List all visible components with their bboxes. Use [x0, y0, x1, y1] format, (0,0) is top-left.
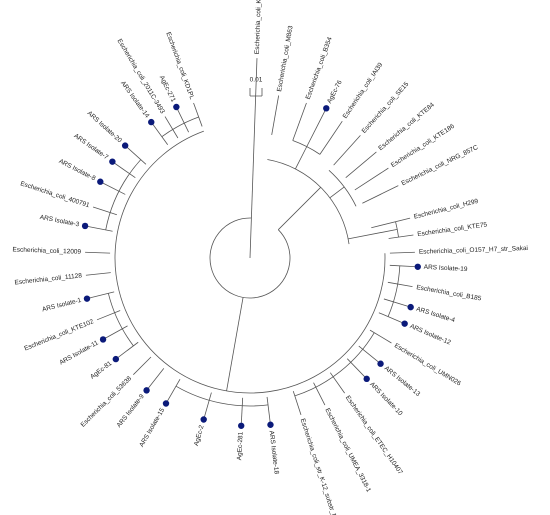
leaf-marker — [83, 295, 91, 302]
leaf-branch — [164, 116, 179, 139]
leaf-label: ARS Isolate-3 — [39, 214, 80, 229]
leaf-branch — [92, 206, 117, 216]
leaf-branch — [346, 358, 365, 377]
leaf-marker — [377, 360, 384, 367]
leaf-branch — [266, 396, 271, 422]
leaf-branch — [378, 312, 403, 323]
leaf-branch — [387, 281, 413, 288]
leaf-label: ARS Isolate-1 — [41, 297, 82, 314]
leaf-branch — [369, 329, 392, 344]
leaf-marker — [148, 118, 155, 126]
leaf-marker — [97, 178, 104, 185]
leaf-marker — [414, 263, 421, 270]
leaf-branch — [313, 382, 326, 406]
leaf-label: ARS Isolate-15 — [138, 407, 166, 449]
leaf-label: ARS Isolate-12 — [409, 323, 452, 347]
leaf-label: Escherichia_coli_KTE33 — [254, 0, 263, 54]
leaf-label: ARS Isolate-18 — [268, 430, 280, 475]
leaf-marker — [407, 303, 414, 311]
leaf-branch — [177, 109, 189, 133]
leaf-label: Escherichia_coli_11128 — [14, 272, 82, 286]
leaf-branch — [85, 251, 111, 254]
leaf-branch — [152, 124, 169, 145]
leaf-branch — [193, 102, 203, 127]
leaf-branch — [271, 95, 280, 135]
leaf-marker — [109, 158, 116, 165]
leaf-branch — [96, 310, 121, 321]
leaf-branch — [133, 356, 152, 375]
leaf-branch — [389, 264, 415, 268]
leaf-branch — [292, 391, 302, 416]
leaf-label: AgEc-2 — [193, 424, 206, 447]
leaf-branch — [371, 217, 411, 229]
leaf-label: ARS Isolate-11 — [58, 339, 100, 366]
leaf-branch — [329, 372, 345, 394]
leaf-label: AgEc-271 — [158, 75, 177, 104]
leaf-marker — [173, 103, 180, 111]
leaf-branch — [87, 226, 113, 232]
leaf-label: Escherichia_coli_400791 — [19, 180, 90, 209]
leaf-branch — [345, 151, 377, 178]
leaf-label: AgEc-76 — [326, 79, 344, 105]
leaf-branch — [306, 110, 326, 147]
leaf-label: Escherichia_coli_12009 — [12, 246, 81, 255]
leaf-marker — [112, 355, 120, 363]
leaf-branch — [102, 182, 126, 195]
leaf-label: Escherichia_coli_O157_H7_str_Sakai — [419, 245, 528, 256]
leaf-marker — [121, 142, 129, 149]
leaf-marker — [401, 320, 408, 327]
leaf-label: ARS Isolate-10 — [368, 381, 404, 418]
leaf-branch — [167, 379, 181, 402]
leaf-branch — [250, 58, 258, 219]
leaf-branch — [114, 163, 136, 179]
leaf-branch — [358, 345, 379, 363]
leaf-branch — [388, 234, 414, 239]
leaf-label: Escherichia_coli_M863 — [276, 25, 295, 92]
leaf-branch — [127, 147, 147, 165]
leaf-marker — [99, 336, 107, 343]
leaf-branch — [362, 185, 399, 204]
leaf-marker — [238, 422, 245, 429]
leaf-branch — [292, 102, 307, 141]
leaf-marker — [81, 222, 89, 230]
leaf-marker — [267, 421, 274, 428]
leaf-label: ARS Isolate-7 — [72, 133, 109, 162]
tree-branches — [105, 116, 401, 407]
leaf-label: ARS Isolate-4 — [415, 306, 456, 325]
leaf-branch — [383, 298, 408, 307]
leaf-marker — [363, 375, 370, 383]
leaf-label: ARS Isolate-20 — [86, 110, 123, 145]
leaf-branch — [319, 120, 343, 155]
leaf-label: ARS Isolate-8 — [58, 158, 97, 183]
leaf-label: ARS Isolate-19 — [424, 264, 468, 273]
leaf-branch — [240, 397, 244, 423]
leaf-branch — [117, 341, 139, 358]
leaf-branch — [85, 272, 111, 276]
leaf-marker — [143, 387, 150, 394]
leaf-label: Escherichia_coli_B185 — [416, 284, 482, 302]
leaf-label: Escherichia_coli_H299 — [413, 198, 479, 221]
leaf-branch — [148, 368, 165, 389]
leaf-label: AgEc-81 — [89, 360, 113, 381]
leaf-marker — [162, 400, 170, 407]
leaf-label: ARS Isolate-9 — [116, 393, 146, 429]
leaf-branch — [89, 291, 115, 299]
leaf-branch — [333, 135, 361, 166]
leaf-label: Escherichia_coli_KTE75 — [417, 221, 488, 238]
leaf-branch — [204, 392, 212, 417]
leaf-branch — [105, 325, 128, 339]
leaf-branch — [354, 167, 389, 191]
leaf-label: Escherichia_coli_B354 — [305, 36, 334, 101]
leaf-marker — [200, 416, 207, 423]
leaf-label: ARS Isolate-13 — [383, 365, 422, 398]
leaf-marker — [323, 105, 330, 112]
leaf-branch — [389, 251, 415, 254]
leaf-label: AgEc-281 — [236, 431, 245, 460]
